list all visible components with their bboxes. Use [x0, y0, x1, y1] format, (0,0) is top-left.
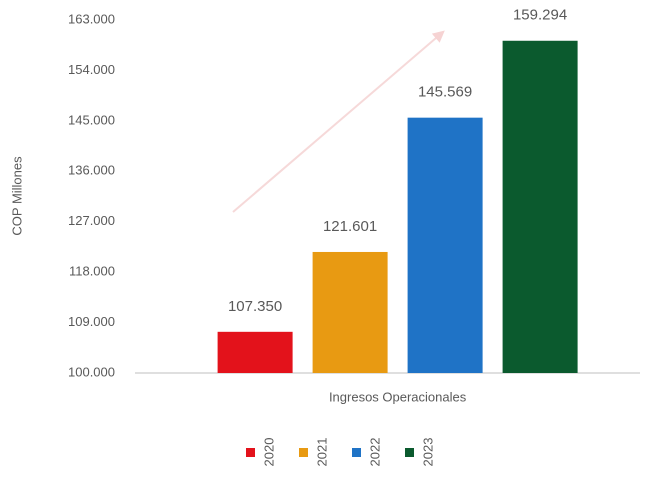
bar [407, 117, 483, 373]
y-tick-label: 154.000 [68, 62, 115, 77]
legend-swatch [405, 448, 414, 457]
y-tick-label: 109.000 [68, 314, 115, 329]
x-tick-label: Ingresos Operacionales [329, 389, 467, 404]
y-tick-label: 100.000 [68, 364, 115, 379]
y-tick-label: 127.000 [68, 213, 115, 228]
legend-swatch [352, 448, 361, 457]
trend-arrow [232, 30, 445, 213]
value-label: 145.569 [418, 84, 472, 101]
y-tick-label: 136.000 [68, 163, 115, 178]
bar [217, 331, 293, 373]
bar [502, 40, 578, 373]
y-tick-label: 163.000 [68, 11, 115, 26]
y-axis-label: COP Millones [9, 156, 24, 236]
legend-label: 2020 [261, 438, 276, 467]
value-label: 107.350 [228, 298, 282, 315]
value-label: 121.601 [323, 218, 377, 235]
legend-label: 2023 [420, 438, 435, 467]
bar [312, 251, 388, 373]
legend-swatch [299, 448, 308, 457]
legend-swatch [246, 448, 255, 457]
value-label: 159.294 [513, 7, 567, 24]
legend-label: 2022 [367, 438, 382, 467]
y-tick-label: 118.000 [69, 264, 115, 279]
legend-label: 2021 [314, 438, 329, 467]
y-tick-label: 145.000 [68, 112, 115, 127]
